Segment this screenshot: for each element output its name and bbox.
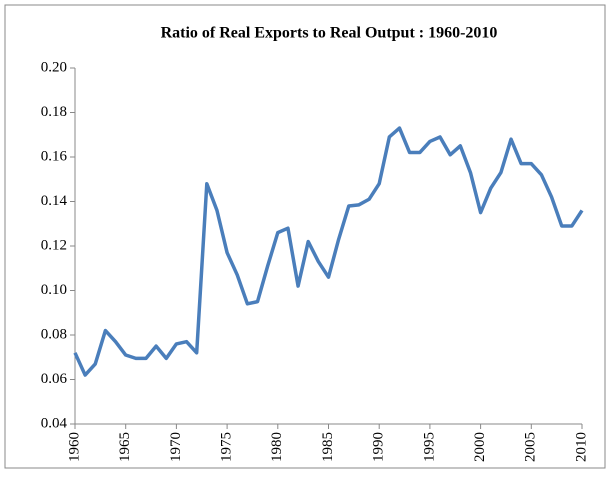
x-tick-label: 2005 [523, 432, 539, 462]
chart-title: Ratio of Real Exports to Real Output : 1… [161, 25, 498, 42]
x-tick-label: 2010 [573, 432, 589, 462]
y-tick-label: 0.06 [41, 371, 68, 387]
chart-frame [4, 4, 606, 469]
x-tick-label: 1980 [269, 432, 285, 462]
x-tick-label: 1970 [168, 432, 184, 462]
x-tick-label: 1995 [421, 432, 437, 462]
series-line [73, 126, 584, 377]
y-tick-label: 0.16 [41, 148, 68, 164]
x-tick-label: 2000 [472, 432, 488, 462]
y-tick-label: 0.04 [41, 415, 68, 431]
x-tick-label: 1975 [219, 432, 235, 462]
y-tick-label: 0.10 [41, 282, 67, 298]
x-tick-label: 1965 [117, 432, 133, 462]
x-tick-label: 1985 [320, 432, 336, 462]
y-tick-label: 0.08 [41, 326, 67, 342]
x-tick-label: 1960 [66, 432, 82, 462]
y-tick-label: 0.12 [41, 237, 67, 253]
y-tick-label: 0.14 [41, 193, 68, 209]
y-tick-label: 0.20 [41, 59, 67, 75]
x-tick-label: 1990 [371, 432, 387, 462]
y-tick-label: 0.18 [41, 104, 67, 120]
